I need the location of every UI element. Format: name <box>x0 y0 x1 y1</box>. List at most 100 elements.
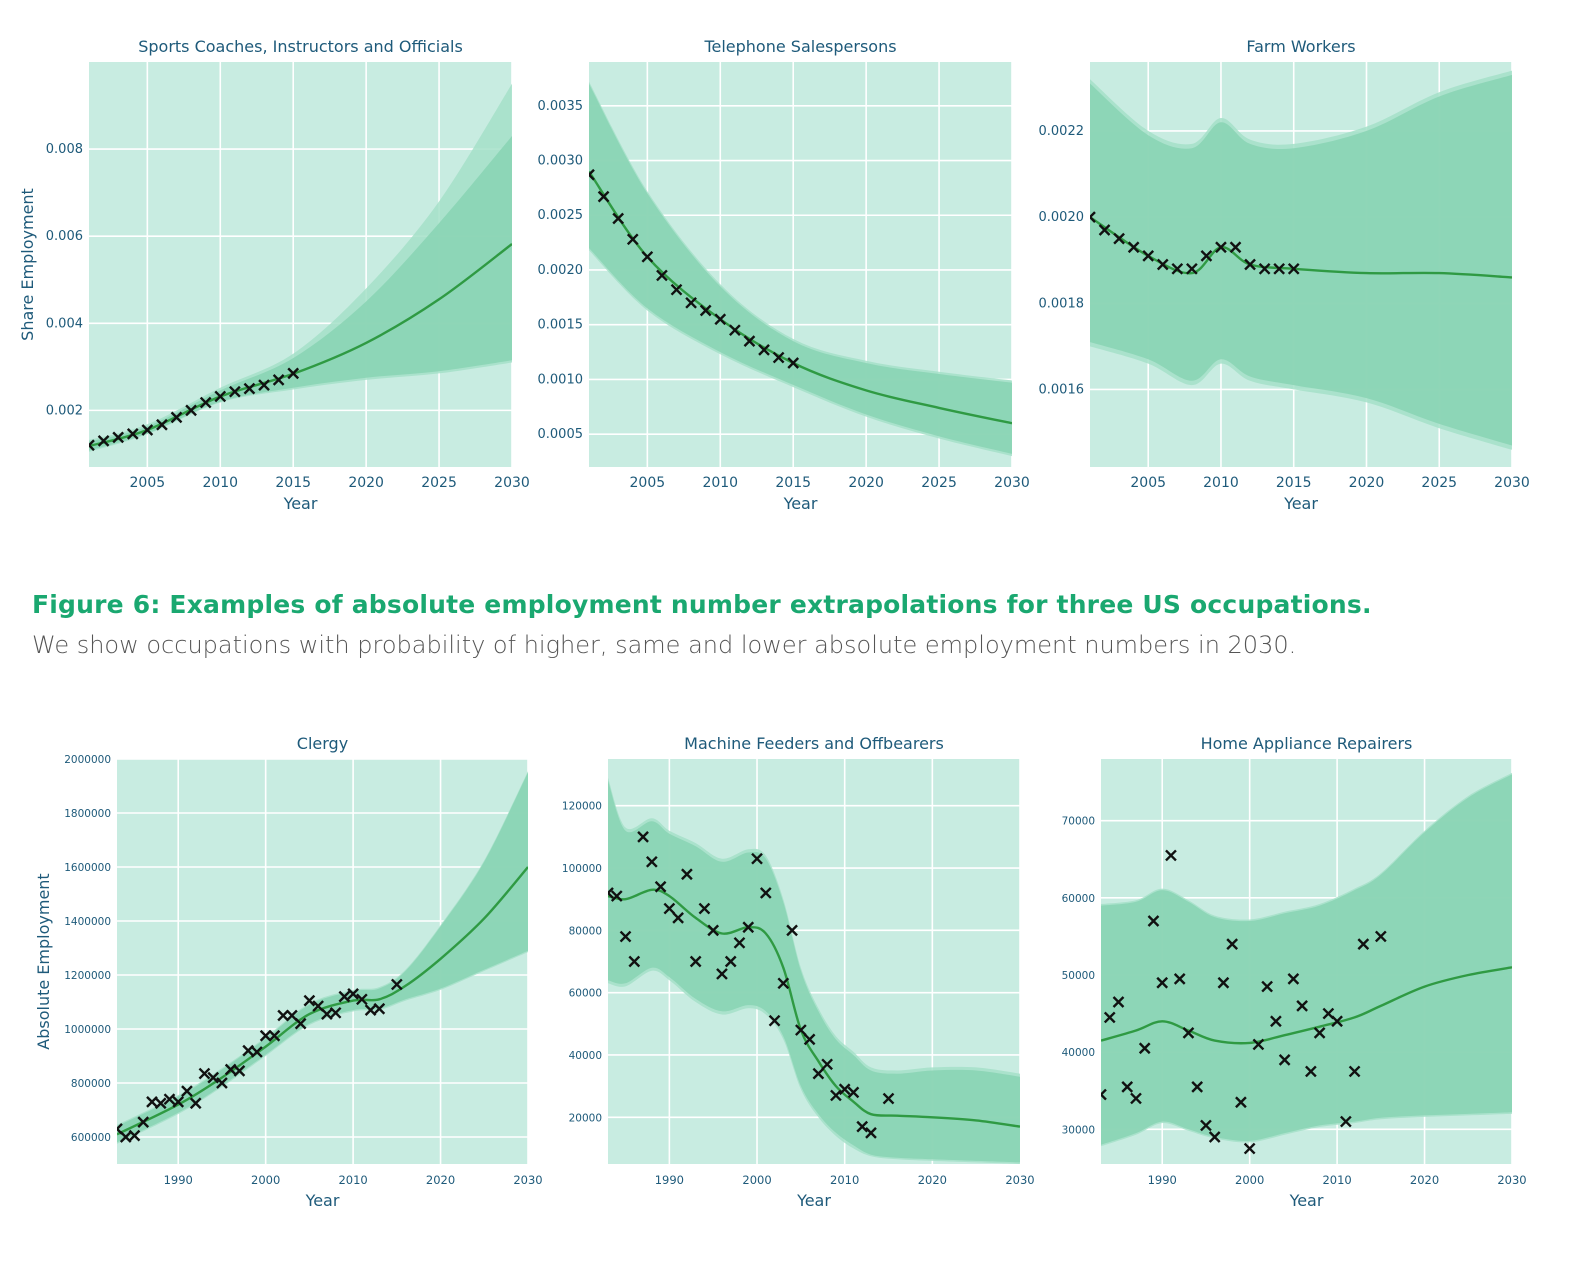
observed-point <box>654 880 667 893</box>
observed-point <box>1113 232 1125 245</box>
observed-point <box>1217 976 1230 989</box>
confidence-band-inner <box>608 780 1020 1163</box>
observed-point <box>185 404 197 417</box>
y-tick-label: 120000 <box>562 801 602 813</box>
observed-point <box>758 344 770 356</box>
plot-content <box>1101 759 1512 1164</box>
y-tick-label: 0.004 <box>46 316 83 331</box>
y-tick-label: 100000 <box>562 863 602 875</box>
observed-point <box>698 902 711 915</box>
x-tick-label: 2030 <box>1497 1173 1526 1187</box>
observed-point <box>251 1046 263 1058</box>
y-tick-label: 0.0025 <box>538 208 584 223</box>
observed-point <box>1101 1088 1107 1101</box>
x-tick-label: 2015 <box>1276 475 1312 491</box>
observed-point <box>1098 224 1111 236</box>
observed-point <box>1138 1042 1151 1055</box>
observed-point <box>724 955 737 968</box>
y-tick-label: 1800000 <box>64 808 111 820</box>
plot-content <box>1090 62 1512 467</box>
y-tick-label: 0.008 <box>46 142 83 157</box>
fit-line <box>1101 966 1512 1045</box>
x-axis-label: Year <box>796 1191 831 1210</box>
y-tick-label: 0.0020 <box>1039 210 1085 225</box>
chart-panel-4: 1990 2000 2010 2020 2030 600000 800000 1000000 1… <box>34 734 543 1210</box>
observed-point <box>777 977 790 990</box>
observed-point <box>699 304 712 317</box>
observed-point <box>137 1116 150 1128</box>
observed-point <box>277 1009 289 1022</box>
observed-point <box>743 335 756 347</box>
observed-point <box>189 1097 202 1110</box>
observed-point <box>628 955 641 968</box>
y-tick-label: 80000 <box>569 925 602 937</box>
observed-point <box>1258 262 1271 275</box>
confidence-band-inner <box>1090 74 1512 446</box>
observed-point <box>207 1071 220 1084</box>
plot-content <box>117 759 528 1164</box>
x-axis-label: Year <box>283 494 318 513</box>
y-tick-label: 70000 <box>1062 816 1095 828</box>
y-tick-label: 1000000 <box>64 1024 111 1036</box>
observed-point <box>97 435 110 447</box>
y-tick-label: 30000 <box>1062 1124 1095 1136</box>
observed-point <box>170 411 183 424</box>
observed-point <box>198 1067 211 1080</box>
chart-title: Machine Feeders and Offbearers <box>684 734 944 753</box>
observed-point <box>172 1096 185 1108</box>
x-tick-label: 2020 <box>348 475 384 491</box>
y-tick-label: 0.0022 <box>1039 124 1085 139</box>
caption-title: Figure 6: Examples of absolute employmen… <box>32 590 1372 619</box>
top-charts-row: 2005 2010 2015 2020 2025 2030 0.002 0.004 0.006 0… <box>18 37 1530 513</box>
observed-point <box>229 385 241 398</box>
observed-point <box>772 351 785 364</box>
observed-point <box>1130 1092 1142 1105</box>
y-tick-label: 0.0015 <box>538 318 584 333</box>
observed-point <box>119 1131 132 1143</box>
observed-point <box>303 994 316 1007</box>
chart-panel-6: 1990 2000 2010 2020 2030 30000 40000 50000 60000… <box>1062 734 1527 1210</box>
x-tick-label: 2000 <box>251 1173 280 1187</box>
observed-point <box>656 269 668 282</box>
y-tick-label: 0.0010 <box>538 372 584 387</box>
observed-point <box>1340 1115 1352 1128</box>
observed-point <box>803 1033 816 1046</box>
observed-point <box>1278 1054 1291 1066</box>
y-tick-label: 0.0020 <box>538 263 584 278</box>
x-tick-label: 2030 <box>1005 1173 1034 1187</box>
x-tick-label: 2005 <box>1130 475 1166 491</box>
observed-point <box>242 1044 255 1057</box>
observed-point <box>294 1017 307 1030</box>
observed-point <box>1103 1011 1116 1024</box>
x-tick-label: 2030 <box>513 1173 542 1187</box>
y-tick-label: 600000 <box>71 1132 111 1144</box>
y-tick-label: 40000 <box>569 1050 602 1062</box>
observed-point <box>117 1123 123 1135</box>
observed-point <box>390 978 403 991</box>
plot-content <box>89 62 512 467</box>
x-tick-label: 2010 <box>202 475 238 491</box>
x-axis-label: Year <box>305 1191 340 1210</box>
observed-point <box>1208 1131 1221 1143</box>
observed-point <box>1156 976 1169 989</box>
x-tick-label: 2020 <box>1410 1173 1439 1187</box>
caption-text: We show occupations with probability of … <box>32 631 1297 659</box>
observed-point <box>373 1002 386 1015</box>
x-tick-label: 2005 <box>130 475 166 491</box>
x-axis-label: Year <box>1289 1191 1324 1210</box>
observed-point <box>751 852 763 865</box>
x-tick-label: 2010 <box>702 475 738 491</box>
y-tick-label: 60000 <box>1062 893 1095 905</box>
x-tick-label: 1990 <box>655 1173 684 1187</box>
observed-point <box>329 1006 342 1019</box>
observed-point <box>1147 915 1160 927</box>
observed-point <box>1121 1081 1134 1093</box>
x-tick-label: 2020 <box>1349 475 1385 491</box>
chart-title: Telephone Salespersons <box>703 37 896 56</box>
observed-point <box>1229 241 1242 254</box>
y-tick-label: 40000 <box>1062 1047 1095 1059</box>
x-tick-label: 2015 <box>775 475 811 491</box>
observed-point <box>597 190 610 203</box>
observed-point <box>1112 996 1125 1008</box>
observed-point <box>742 921 755 934</box>
